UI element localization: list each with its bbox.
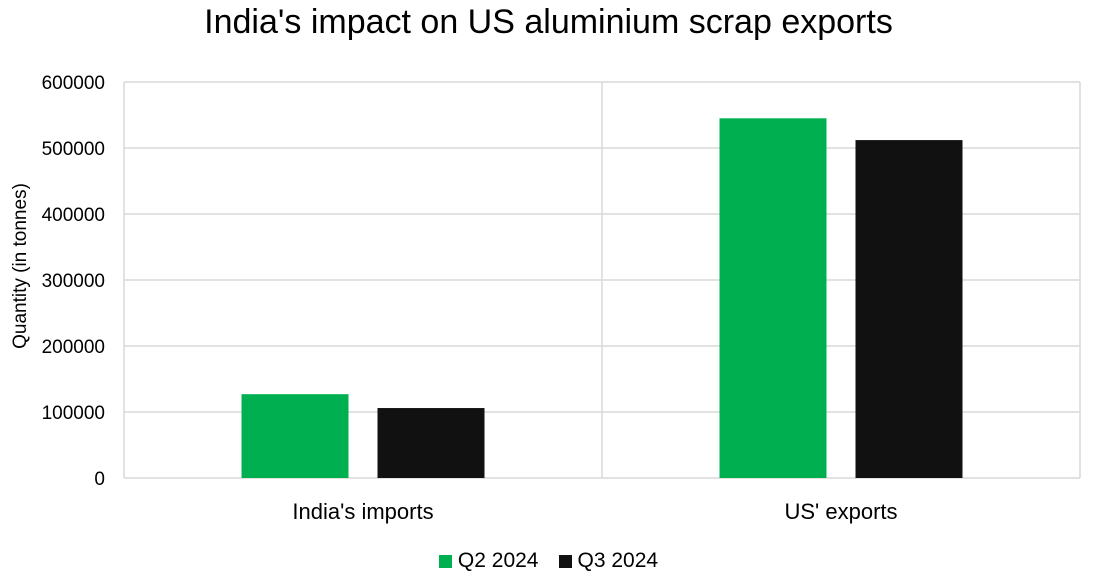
legend-label: Q3 2024 (577, 549, 659, 572)
y-tick-label: 500000 (42, 139, 105, 160)
legend-item: Q2 2024 (438, 549, 539, 573)
legend-item: Q3 2024 (558, 549, 659, 573)
bar (241, 394, 349, 478)
legend-swatch (558, 554, 572, 568)
y-axis-label: Quantity (in tonnes) (10, 183, 31, 349)
y-tick-label: 300000 (42, 271, 105, 292)
bar (719, 118, 827, 479)
y-tick-label: 0 (94, 469, 105, 490)
legend: Q2 2024 Q3 2024 (0, 549, 1097, 573)
y-tick-label: 200000 (42, 337, 105, 358)
legend-swatch (438, 554, 452, 568)
legend-label: Q2 2024 (457, 549, 539, 572)
category-label: India's imports (292, 499, 433, 524)
y-tick-label: 400000 (42, 205, 105, 226)
gridlines (123, 81, 1081, 479)
y-tick-label: 100000 (42, 403, 105, 424)
bar (377, 408, 485, 478)
bar (855, 140, 963, 478)
y-tick-labels: 0 100000 200000 300000 400000 500000 600000 (42, 73, 105, 490)
y-tick-label: 600000 (42, 73, 105, 94)
category-label: US' exports (784, 499, 897, 524)
chart-title: India's impact on US aluminium scrap exp… (204, 3, 893, 41)
bars (241, 118, 963, 479)
category-labels: India's imports US' exports (292, 499, 897, 524)
